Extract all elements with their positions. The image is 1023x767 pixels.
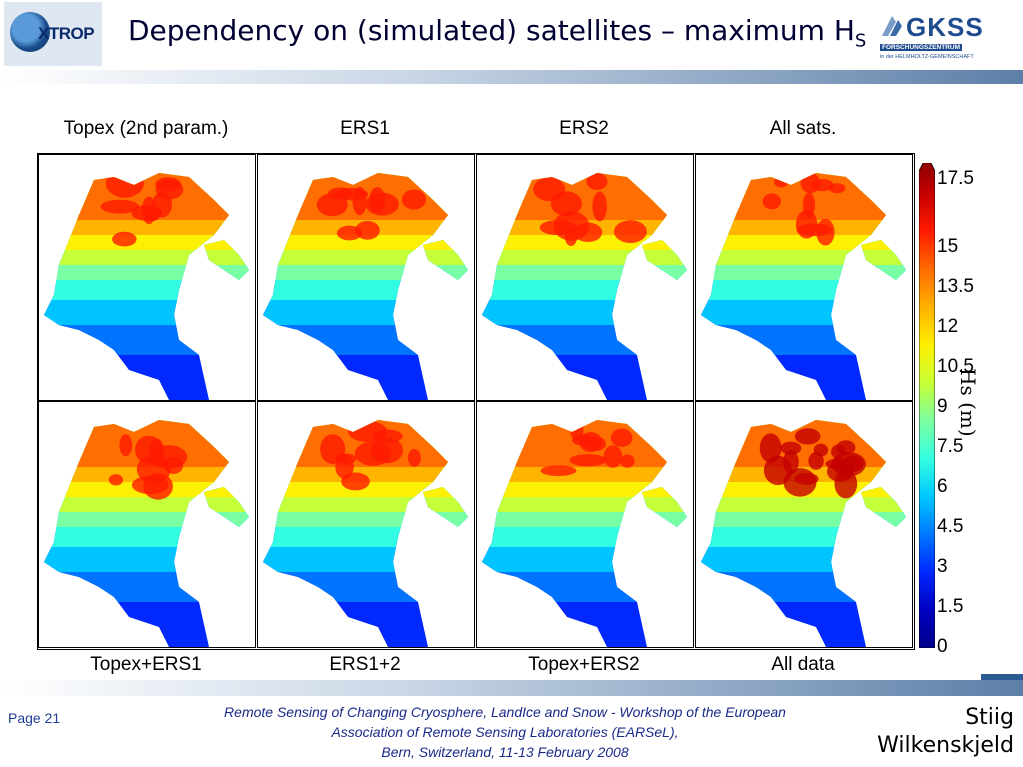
colorbar-tick: 1.5 — [937, 596, 964, 617]
extrop-logo: XTROP — [4, 2, 102, 66]
footer-line-3: Bern, Switzerland, 11-13 February 2008 — [381, 744, 629, 760]
gkss-logo-text: GKSS — [906, 12, 984, 42]
wave-height-field — [482, 420, 687, 647]
map-ers1 — [257, 154, 475, 401]
colorbar-tick: 9 — [937, 396, 948, 417]
gkss-arrows-icon — [882, 16, 902, 36]
panel-title-ers2: ERS2 — [559, 118, 609, 139]
map-topex — [38, 154, 256, 401]
map-topex-ers2 — [476, 401, 694, 648]
extrop-logo-text: XTROP — [38, 24, 95, 43]
author-name: Stiig Wilkenskjeld — [858, 704, 1014, 760]
panel-title-all-data: All data — [771, 654, 835, 675]
colorbar-tick: 7.5 — [937, 436, 964, 457]
map-topex-ers1 — [38, 401, 256, 648]
wave-height-field — [701, 420, 906, 647]
slide-title: Dependency on (simulated) satellites – m… — [128, 14, 866, 52]
author-first-name: Stiig — [965, 705, 1014, 730]
footer-line-1: Remote Sensing of Changing Cryosphere, L… — [224, 704, 786, 720]
extrop-globe-icon — [10, 12, 50, 52]
page-number: Page 21 — [8, 710, 61, 726]
panel-title-topex-ers1: Topex+ERS1 — [90, 654, 202, 675]
map-all-data — [695, 401, 913, 648]
panel-title-all-sats: All sats. — [769, 118, 837, 139]
wave-height-field — [263, 420, 468, 647]
wave-height-field — [263, 173, 468, 400]
panel-title-ers1: ERS1 — [340, 118, 390, 139]
panel-title-topex-ers2: Topex+ERS2 — [528, 654, 640, 675]
panel-title-ers1-2: ERS1+2 — [329, 654, 401, 675]
gkss-logo-subtitle: FORSCHUNGSZENTRUM — [880, 44, 962, 51]
footer-divider-bar — [0, 674, 1023, 696]
colorbar-tick: 10.5 — [937, 356, 974, 377]
gkss-logo-tagline: in der HELMHOLTZ-GEMEINSCHAFT — [880, 54, 974, 60]
wave-height-field — [482, 173, 687, 400]
colorbar-tick: 3 — [937, 556, 948, 577]
colorbar-tick: 13.5 — [937, 276, 974, 297]
wave-height-field — [701, 173, 906, 400]
gkss-logo: GKSS FORSCHUNGSZENTRUM in der HELMHOLTZ-… — [878, 8, 983, 64]
panel-title-topex: Topex (2nd param.) — [63, 118, 229, 139]
colorbar-tick: 17.5 — [937, 168, 974, 189]
colorbar-tick: 15 — [937, 236, 959, 257]
slide-title-subscript: S — [854, 30, 867, 52]
author-last-name: Wilkenskjeld — [877, 733, 1014, 758]
header-divider-bar — [0, 70, 1023, 84]
colorbar-tick: 6 — [937, 476, 948, 497]
map-all-sats — [695, 154, 913, 401]
colorbar — [919, 163, 935, 648]
colorbar-label: Hs (m) — [956, 368, 980, 437]
colorbar-tick: 4.5 — [937, 516, 964, 537]
colorbar-tick: 0 — [937, 636, 948, 657]
map-ers2 — [476, 154, 694, 401]
footer-line-2: Association of Remote Sensing Laboratori… — [331, 724, 679, 740]
footer-citation: Remote Sensing of Changing Cryosphere, L… — [170, 702, 840, 762]
slide-title-main: Dependency on (simulated) satellites – m… — [128, 14, 855, 47]
wave-height-field — [44, 420, 249, 647]
map-panel-grid — [37, 153, 915, 650]
wave-height-field — [44, 173, 249, 400]
colorbar-tick: 12 — [937, 316, 959, 337]
map-ers1-2 — [257, 401, 475, 648]
